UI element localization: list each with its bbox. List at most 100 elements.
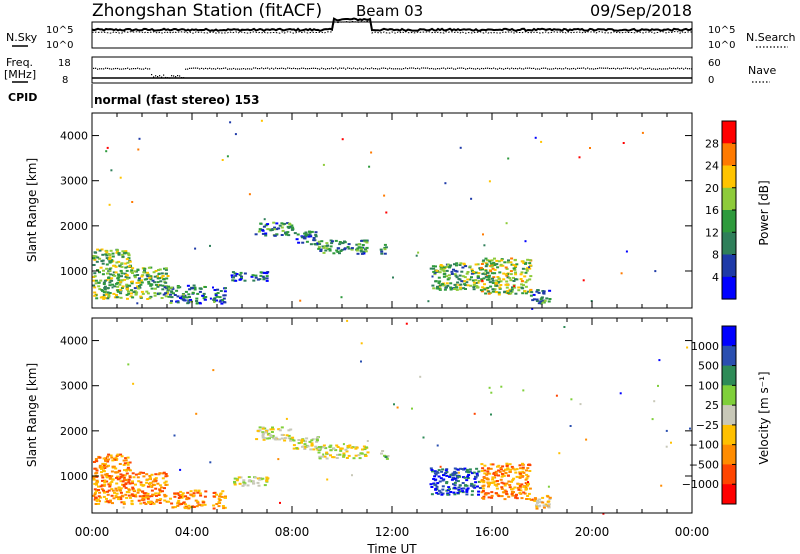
nave-point [309, 68, 311, 70]
data-cell [445, 265, 449, 268]
sparse-cell [366, 440, 369, 442]
data-cell [105, 263, 109, 266]
data-cell [497, 494, 501, 497]
data-cell [148, 478, 152, 480]
data-cell [432, 267, 436, 270]
data-cell [384, 246, 388, 249]
data-cell [102, 469, 105, 472]
sparse-cell [195, 412, 198, 415]
data-cell [527, 483, 530, 486]
data-cell [429, 467, 433, 470]
data-cell [510, 288, 514, 291]
data-cell [340, 248, 344, 251]
data-cell [192, 492, 196, 495]
nave-point [207, 68, 209, 70]
data-cell [449, 288, 453, 291]
nave-point [499, 67, 501, 69]
data-cell [497, 469, 501, 472]
nave-point [97, 68, 99, 70]
data-cell [491, 267, 495, 270]
data-cell [94, 458, 98, 460]
data-cell [155, 500, 159, 503]
data-cell [354, 454, 358, 457]
data-cell [105, 497, 108, 500]
data-cell [104, 253, 108, 256]
data-cell [300, 441, 303, 444]
data-cell [286, 231, 290, 234]
data-cell [515, 263, 519, 266]
data-cell [95, 479, 99, 482]
data-cell [504, 273, 508, 276]
data-cell [355, 243, 359, 246]
data-cell [97, 502, 101, 505]
nave-point [299, 68, 301, 70]
nave-point [157, 76, 159, 78]
sparse-cell [103, 466, 106, 469]
nave-point [395, 68, 397, 70]
data-cell [93, 493, 97, 496]
data-cell [124, 459, 128, 462]
nave-point [303, 67, 305, 69]
sparse-cell [351, 474, 353, 477]
data-cell [434, 478, 438, 481]
velocity-heatmap-data [92, 319, 691, 515]
data-cell [158, 502, 162, 504]
nave-point [387, 68, 389, 70]
data-cell [495, 279, 499, 282]
data-cell [472, 271, 476, 274]
data-cell [102, 457, 106, 460]
data-cell [125, 479, 129, 482]
data-cell [453, 263, 456, 266]
data-cell [131, 472, 135, 475]
data-cell [519, 474, 523, 477]
sparse-cell [555, 394, 558, 397]
colorbar-segment [722, 165, 736, 189]
data-cell [537, 302, 541, 305]
data-cell [193, 286, 197, 289]
nave-point [125, 68, 127, 70]
data-cell [124, 493, 128, 496]
data-cell [134, 493, 137, 496]
data-cell [254, 274, 258, 277]
data-cell [241, 484, 245, 487]
sparse-cell [234, 133, 237, 136]
data-cell [332, 252, 336, 255]
data-cell [463, 467, 467, 470]
data-cell [136, 491, 140, 494]
data-cell [247, 476, 251, 478]
data-cell [528, 470, 532, 472]
sparse-cell [444, 182, 447, 185]
data-cell [250, 275, 254, 278]
data-cell [447, 274, 451, 277]
nave-point [519, 67, 521, 69]
nave-point [267, 67, 269, 69]
data-cell [475, 467, 479, 470]
data-cell [278, 429, 282, 432]
data-cell [305, 233, 309, 236]
data-cell [109, 260, 113, 263]
data-cell [476, 281, 480, 284]
data-cell [93, 498, 97, 501]
data-cell [143, 270, 146, 272]
nave-point [211, 68, 213, 70]
data-cell [158, 277, 161, 280]
data-cell [232, 276, 235, 279]
data-cell [450, 478, 454, 481]
data-cell [481, 268, 484, 271]
nave-point [293, 67, 295, 69]
nave-point [219, 68, 221, 70]
nave-point [105, 67, 107, 69]
data-cell [137, 499, 141, 502]
data-cell [303, 237, 307, 240]
nave-point [171, 75, 173, 77]
sparse-cell [277, 458, 280, 461]
data-cell [430, 493, 434, 496]
data-cell [487, 485, 490, 488]
data-cell [472, 286, 476, 289]
data-cell [484, 492, 488, 495]
sparse-cell [436, 444, 439, 447]
data-cell [304, 440, 307, 443]
data-cell [437, 276, 441, 279]
colorbar-tick-label: 500 [698, 360, 719, 373]
data-cell [204, 296, 208, 298]
